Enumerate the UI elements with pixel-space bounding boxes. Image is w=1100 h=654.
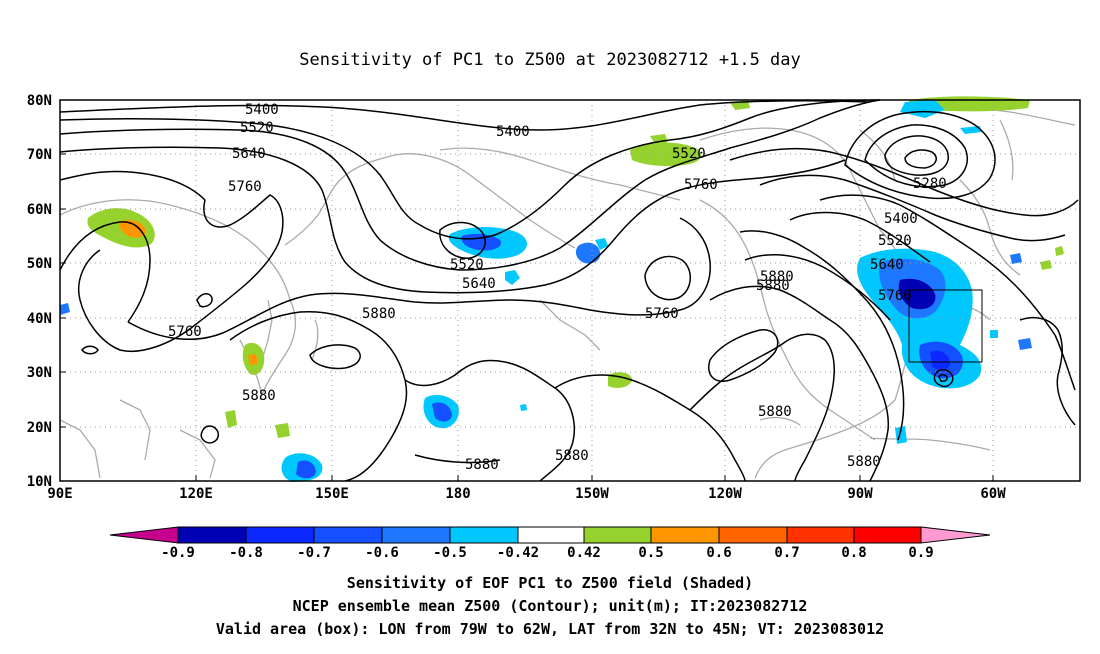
contour-label: 5640	[232, 146, 266, 162]
lon-label: 120W	[708, 486, 742, 502]
colorbar-swatch	[517, 526, 585, 544]
lat-label: 80N	[27, 93, 52, 109]
sensitivity-shading	[60, 96, 1064, 482]
contour-label: 5760	[878, 288, 912, 304]
colorbar-label: -0.42	[497, 545, 539, 561]
contour-label: 5520	[450, 257, 484, 273]
contour-label: 5400	[884, 211, 918, 227]
lat-label: 10N	[27, 474, 52, 490]
contour-label: 5520	[672, 146, 706, 162]
lon-label: 60W	[980, 486, 1006, 502]
colorbar-swatch	[449, 526, 519, 544]
axis-ticks	[60, 99, 994, 482]
colorbar-label: 0.9	[908, 545, 933, 561]
lon-label: 180	[445, 486, 470, 502]
lat-label: 40N	[27, 311, 52, 327]
colorbar-swatch	[381, 526, 451, 544]
contour-label: 5880	[465, 457, 499, 473]
coastlines	[59, 106, 1076, 479]
colorbar	[109, 526, 991, 544]
z500-contours	[59, 99, 1079, 482]
colorbar-swatch	[853, 526, 922, 544]
colorbar-label: 0.42	[567, 545, 601, 561]
lon-label: 120E	[179, 486, 213, 502]
map-frame	[59, 99, 1081, 482]
colorbar-label: 0.8	[841, 545, 866, 561]
colorbar-swatch	[786, 526, 855, 544]
valid-area-box	[908, 289, 983, 363]
contour-label: 5760	[684, 177, 718, 193]
colorbar-swatch	[177, 526, 247, 544]
lon-label: 150E	[315, 486, 349, 502]
lat-label: 70N	[27, 147, 52, 163]
colorbar-label: -0.6	[365, 545, 399, 561]
contour-label: 5880	[847, 454, 881, 470]
contour-label: 5520	[240, 120, 274, 136]
colorbar-swatch	[313, 526, 383, 544]
lat-label: 30N	[27, 365, 52, 381]
contour-label: 5880	[362, 306, 396, 322]
lon-label: 90W	[847, 486, 873, 502]
lon-label: 150W	[575, 486, 609, 502]
colorbar-arrow-left	[109, 526, 179, 544]
contour-label: 5880	[760, 269, 794, 285]
contour-label: 5760	[168, 324, 202, 340]
colorbar-label: 0.7	[774, 545, 799, 561]
contour-label: 5880	[555, 448, 589, 464]
contour-label: 5400	[245, 102, 279, 118]
colorbar-swatch	[650, 526, 720, 544]
caption-contour: NCEP ensemble mean Z500 (Contour); unit(…	[292, 597, 808, 615]
colorbar-swatch	[245, 526, 315, 544]
lon-label: 90E	[47, 486, 72, 502]
contour-label-group: 5400 5520 5640 5760 5400 5520 5760 5280 …	[168, 102, 947, 473]
contour-label: 5880	[242, 388, 276, 404]
contour-label: 5760	[645, 306, 679, 322]
colorbar-label: -0.8	[229, 545, 263, 561]
lon-axis: 90E 120E 150E 180 150W 120W 90W 60W	[47, 486, 1006, 502]
colorbar-label: -0.9	[161, 545, 195, 561]
colorbar-labels: -0.9 -0.8 -0.7 -0.6 -0.5 -0.42 0.42 0.5 …	[161, 545, 934, 561]
lat-label: 60N	[27, 202, 52, 218]
contour-label: 5400	[496, 124, 530, 140]
lat-label: 20N	[27, 420, 52, 436]
colorbar-label: -0.7	[297, 545, 331, 561]
contour-label: 5520	[878, 233, 912, 249]
colorbar-label: 0.5	[638, 545, 663, 561]
contour-label: 5640	[870, 257, 904, 273]
colorbar-label: 0.6	[706, 545, 731, 561]
lat-axis: 80N 70N 60N 50N 40N 30N 20N 10N	[27, 93, 52, 490]
caption-valid-area: Valid area (box): LON from 79W to 62W, L…	[215, 620, 885, 638]
caption-shading: Sensitivity of EOF PC1 to Z500 field (Sh…	[346, 574, 754, 592]
lat-lon-grid	[60, 100, 1080, 481]
contour-label: 5880	[756, 278, 790, 294]
colorbar-label: -0.5	[433, 545, 467, 561]
contour-label: 5280	[913, 176, 947, 192]
contour-label: 5640	[462, 276, 496, 292]
lat-label: 50N	[27, 256, 52, 272]
chart-title: Sensitivity of PC1 to Z500 at 2023082712…	[299, 50, 801, 70]
colorbar-swatch	[583, 526, 652, 544]
contour-label: 5880	[758, 404, 792, 420]
colorbar-arrow-right	[920, 526, 991, 544]
colorbar-swatch	[718, 526, 788, 544]
contour-label: 5760	[228, 179, 262, 195]
